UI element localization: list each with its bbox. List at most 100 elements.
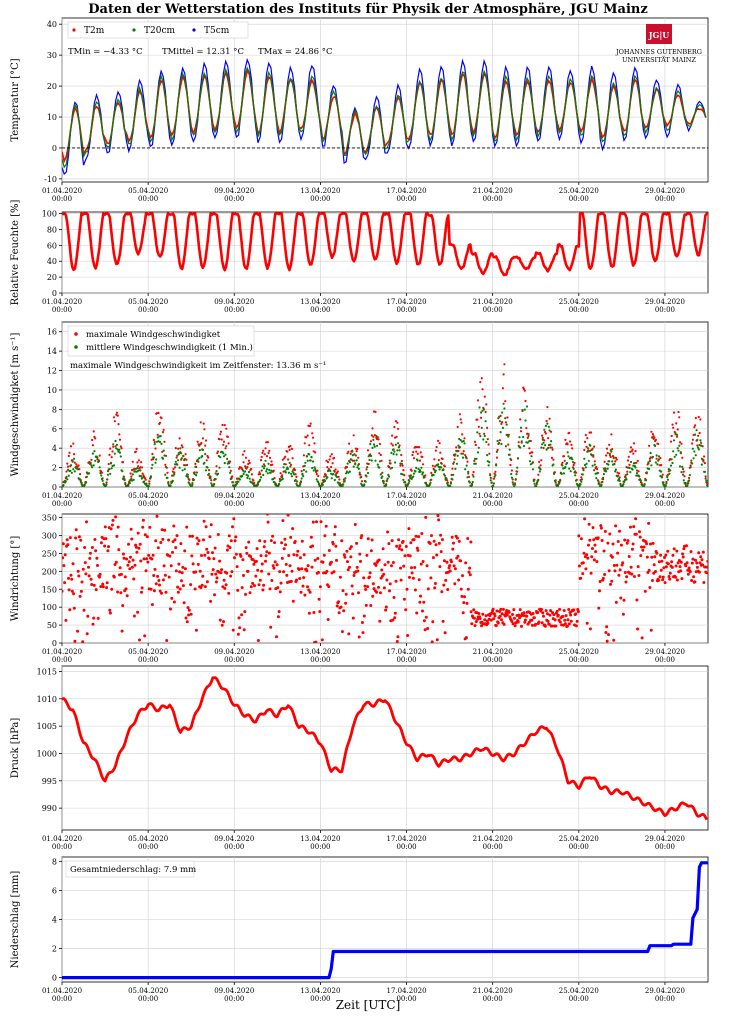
x-tick-label-time: 00:00 (52, 195, 72, 203)
x-tick-label-time: 00:00 (655, 843, 675, 851)
y-tick-label: 6 (52, 886, 57, 895)
x-tick-label-time: 00:00 (52, 306, 72, 314)
y-tick-label: 350 (42, 514, 57, 523)
y-tick-label: 30 (47, 51, 57, 60)
x-tick-label-date: 25.04.2020 (559, 987, 599, 995)
legend-box (67, 21, 249, 39)
y-tick-label: 14 (47, 347, 57, 356)
x-tick-label-time: 00:00 (569, 843, 589, 851)
x-tick-label-date: 29.04.2020 (645, 987, 685, 995)
panel-4: 05010015020025030035001.04.202000:0005.0… (10, 514, 709, 664)
legend-label: mittlere Windgeschwindigkeit (1 Min.) (86, 342, 253, 353)
x-tick-label-date: 01.04.2020 (42, 187, 82, 195)
x-tick-label-date: 01.04.2020 (42, 987, 82, 995)
y-tick-label: 990 (42, 804, 57, 813)
x-tick-label-date: 21.04.2020 (473, 187, 513, 195)
annotation-box (65, 860, 195, 878)
y-tick-label: 8 (52, 857, 57, 866)
x-tick-label-time: 00:00 (483, 306, 503, 314)
plot-frame (61, 211, 709, 294)
figure-title: Daten der Wetterstation des Instituts fü… (88, 2, 648, 17)
x-tick-label-date: 05.04.2020 (128, 492, 168, 500)
y-tick-label: 20 (47, 82, 57, 91)
x-tick-label-date: 17.04.2020 (386, 648, 426, 656)
y-tick-label: 12 (47, 367, 57, 376)
x-tick-label-date: 21.04.2020 (473, 298, 513, 306)
x-tick-label-date: 09.04.2020 (214, 648, 254, 656)
x-tick-label-time: 00:00 (310, 656, 330, 664)
logo-badge-text: JG|U (648, 30, 670, 40)
x-tick-label-time: 00:00 (396, 500, 416, 508)
x-tick-label-time: 00:00 (138, 843, 158, 851)
panel-2: 02040608010001.04.202000:0005.04.202000:… (10, 200, 709, 314)
logo-badge (646, 24, 672, 44)
x-tick-label-date: 17.04.2020 (386, 492, 426, 500)
y-tick-label: 2 (52, 464, 57, 473)
x-tick-label-date: 09.04.2020 (214, 835, 254, 843)
x-tick-label-time: 00:00 (138, 995, 158, 1003)
x-tick-label-time: 00:00 (224, 995, 244, 1003)
x-tick-label-time: 00:00 (310, 306, 330, 314)
legend-label: T5cm (204, 26, 230, 36)
data-layer (62, 363, 708, 487)
temperature-annotation-max: TMax = 24.86 °C (258, 47, 333, 57)
legend-marker (192, 28, 196, 32)
precipitation-total-annotation: Gesamtniederschlag: 7.9 mm (70, 865, 196, 875)
x-tick-label-time: 00:00 (569, 195, 589, 203)
y-tick-label: 0 (52, 974, 57, 983)
x-tick-label-time: 00:00 (396, 995, 416, 1003)
x-tick-label-time: 00:00 (310, 995, 330, 1003)
x-tick-label-date: 25.04.2020 (559, 492, 599, 500)
y-tick-label: 80 (47, 225, 57, 234)
legend-marker (74, 332, 78, 336)
x-tick-label-time: 00:00 (310, 500, 330, 508)
legend: T2m T20cm T5cm (67, 21, 249, 39)
x-tick-label-time: 00:00 (310, 195, 330, 203)
x-tick-label-time: 00:00 (224, 195, 244, 203)
x-tick-label-date: 29.04.2020 (645, 298, 685, 306)
x-tick-label-time: 00:00 (655, 500, 675, 508)
y-tick-label: 200 (42, 567, 57, 576)
y-tick-label: 150 (42, 585, 57, 594)
y-tick-label: 250 (42, 549, 57, 558)
x-tick-label-time: 00:00 (52, 995, 72, 1003)
x-tick-label-time: 00:00 (52, 656, 72, 664)
x-tick-label-date: 09.04.2020 (214, 492, 254, 500)
series-line-T20cm (62, 66, 707, 169)
y-axis-label: Niederschlag [mm] (10, 871, 21, 969)
panel-5: 990995100010051010101501.04.202000:0005.… (10, 665, 709, 851)
x-tick-label-time: 00:00 (224, 306, 244, 314)
x-tick-label-date: 25.04.2020 (559, 648, 599, 656)
x-tick-label-time: 00:00 (483, 995, 503, 1003)
legend-marker (72, 28, 76, 32)
y-tick-label: 0 (52, 639, 57, 648)
logo-line2: UNIVERSITÄT MAINZ (622, 55, 696, 64)
y-tick-label: 0 (52, 483, 57, 492)
y-axis-label: Temperatur [°C] (10, 58, 21, 141)
x-tick-label-time: 00:00 (396, 195, 416, 203)
y-tick-label: 8 (52, 405, 57, 414)
y-tick-label: 4 (52, 444, 57, 453)
x-tick-label-date: 17.04.2020 (386, 835, 426, 843)
wind-series-mean (62, 402, 708, 487)
wind-direction-points (62, 514, 708, 643)
y-axis-label: Windgeschwindigket [m s⁻¹] (10, 332, 21, 476)
data-layer (62, 57, 707, 176)
y-tick-label: 40 (47, 20, 57, 29)
legend-label: maximale Windgeschwindigket (86, 330, 221, 340)
x-tick-label-time: 00:00 (224, 500, 244, 508)
y-tick-label: 1015 (37, 667, 57, 676)
x-tick-label-date: 29.04.2020 (645, 648, 685, 656)
y-axis-label: Relative Feuchte [%] (10, 200, 21, 306)
y-tick-label: 1010 (37, 695, 57, 704)
y-tick-label: 2 (52, 945, 57, 954)
x-tick-label-time: 00:00 (483, 843, 503, 851)
x-tick-label-date: 17.04.2020 (386, 987, 426, 995)
x-tick-label-date: 25.04.2020 (559, 835, 599, 843)
x-tick-label-time: 00:00 (569, 656, 589, 664)
wind-max-annotation: maximale Windgeschwindigkeit im Zeitfens… (70, 361, 326, 371)
panel-1: -1001020304001.04.202000:0005.04.202000:… (10, 17, 709, 203)
y-tick-label: 1005 (37, 722, 57, 731)
x-tick-label-time: 00:00 (483, 500, 503, 508)
